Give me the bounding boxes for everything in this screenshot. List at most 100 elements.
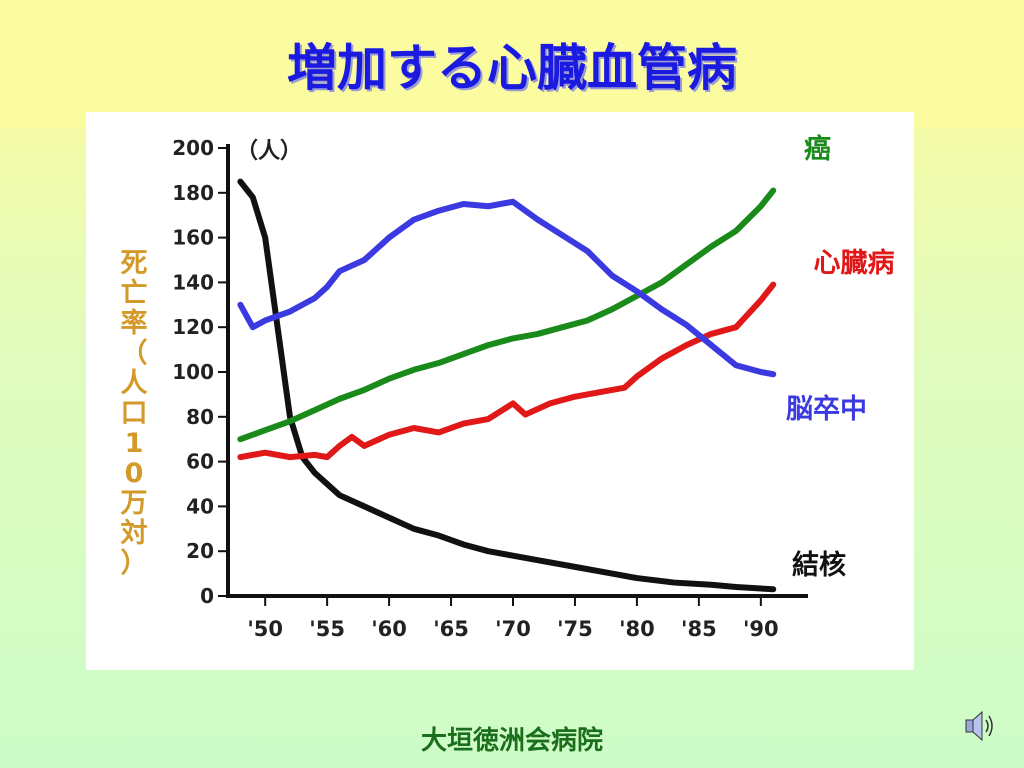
y-tick-label: 60 <box>186 450 214 474</box>
data-point <box>770 282 776 288</box>
data-point <box>312 407 318 413</box>
x-tick-label: '65 <box>433 617 469 641</box>
data-point <box>770 586 776 592</box>
series-label: 癌 <box>804 133 831 165</box>
data-point <box>349 434 355 440</box>
data-point <box>584 248 590 254</box>
title-band <box>0 0 1024 128</box>
data-point <box>262 235 268 241</box>
data-point <box>708 331 714 337</box>
data-point <box>312 470 318 476</box>
data-point <box>683 342 690 348</box>
data-point <box>361 503 367 509</box>
data-point <box>460 420 467 427</box>
data-point <box>386 432 392 438</box>
data-point <box>361 387 367 393</box>
data-point <box>436 360 442 366</box>
data-point <box>485 203 491 209</box>
data-point <box>510 400 516 406</box>
data-point <box>510 553 516 559</box>
y-tick-label: 80 <box>186 405 214 429</box>
data-point <box>361 257 367 263</box>
y-unit-label: （人） <box>236 139 302 164</box>
data-point <box>659 279 665 285</box>
data-point <box>274 324 281 330</box>
data-point <box>758 297 764 303</box>
data-point <box>733 228 739 234</box>
data-point <box>621 385 628 391</box>
data-point <box>609 273 615 279</box>
data-point <box>411 367 417 373</box>
series-label: 結核 <box>792 549 846 581</box>
y-tick-label: 160 <box>172 226 214 250</box>
data-point <box>683 322 690 328</box>
data-point <box>559 232 566 238</box>
data-point <box>411 217 417 223</box>
footer-hospital-name: 大垣徳洲会病院 <box>420 726 603 756</box>
speaker-icon[interactable] <box>960 706 1000 746</box>
data-point <box>361 443 367 449</box>
x-tick-label: '85 <box>681 617 717 641</box>
data-point <box>659 306 665 312</box>
data-point <box>758 203 764 209</box>
data-point <box>634 288 640 294</box>
data-point <box>411 526 417 532</box>
chart-panel: 0 20 40 60 80 100 120 140 160 180 200 '50 '55 '60 '65 '… <box>86 112 914 670</box>
data-point <box>733 584 739 590</box>
data-point <box>324 284 330 290</box>
data-point <box>485 548 491 554</box>
data-point <box>708 582 714 588</box>
y-tick-label: 40 <box>186 494 214 518</box>
data-point <box>386 376 392 382</box>
data-point <box>770 187 776 194</box>
x-tick-label: '50 <box>247 617 283 641</box>
data-point <box>460 541 467 548</box>
data-point <box>597 389 603 395</box>
data-point <box>547 400 553 406</box>
data-point <box>609 571 615 577</box>
data-point <box>460 201 467 207</box>
data-point <box>312 295 318 301</box>
data-point <box>262 450 268 456</box>
series-line-1 <box>237 187 777 443</box>
data-point <box>535 331 541 337</box>
y-tick-label: 180 <box>172 181 214 205</box>
series-line-2 <box>237 281 777 461</box>
data-point <box>634 575 640 581</box>
x-tick-label: '80 <box>619 617 655 641</box>
data-point <box>336 396 343 402</box>
data-point <box>535 217 541 223</box>
series-line-0 <box>237 178 777 593</box>
data-point <box>671 579 677 586</box>
x-tick-label: '60 <box>371 617 407 641</box>
data-point <box>770 371 776 377</box>
data-point <box>324 454 330 460</box>
data-point <box>683 261 690 268</box>
data-point <box>262 427 268 433</box>
y-tick-label: 0 <box>200 584 214 608</box>
data-point <box>386 515 392 521</box>
data-point <box>572 394 578 400</box>
data-point <box>634 373 640 380</box>
data-point <box>287 308 293 315</box>
series-label: 心臓病 <box>814 248 895 279</box>
x-tick-label: '90 <box>743 617 779 641</box>
data-point <box>336 443 343 449</box>
data-point <box>237 436 243 442</box>
series-label: 脳卒中 <box>785 393 867 425</box>
data-point <box>572 564 578 570</box>
data-point <box>287 418 293 424</box>
data-point <box>386 235 392 241</box>
data-point <box>733 324 739 330</box>
data-point <box>485 342 491 348</box>
data-point <box>559 324 566 330</box>
data-point <box>336 268 343 274</box>
data-point <box>250 194 256 200</box>
y-tick-label: 20 <box>186 539 214 563</box>
y-tick-label: 120 <box>172 315 214 339</box>
data-point <box>510 335 516 341</box>
data-point <box>460 351 467 357</box>
x-tick-label: '55 <box>309 617 345 641</box>
data-point <box>522 411 528 418</box>
data-point <box>535 557 541 563</box>
